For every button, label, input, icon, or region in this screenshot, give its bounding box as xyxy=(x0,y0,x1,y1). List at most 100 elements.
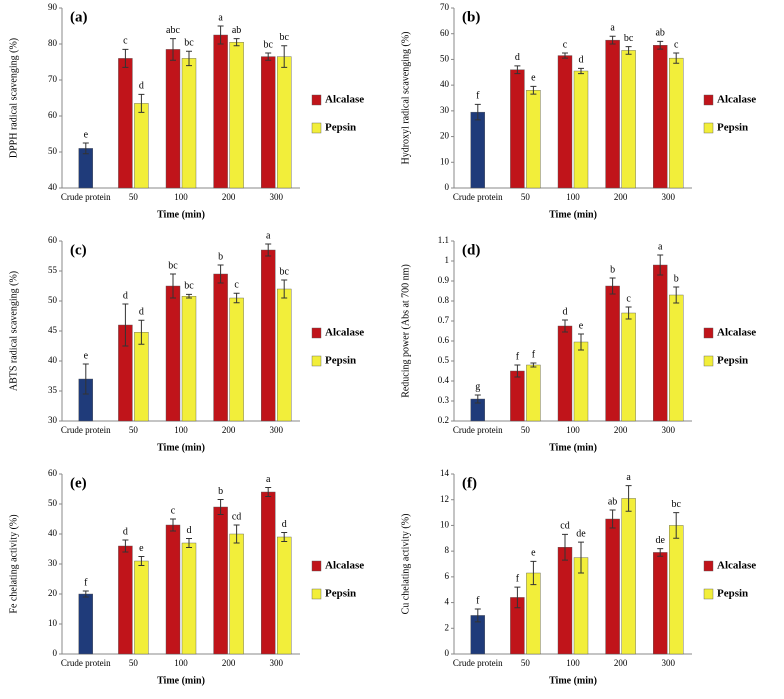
y-tick-label: 0.4 xyxy=(438,375,450,385)
bar xyxy=(213,34,228,189)
x-tick-label: 50 xyxy=(521,192,531,202)
error-bar xyxy=(170,38,176,61)
bar xyxy=(165,49,181,189)
significance-letter: c xyxy=(563,39,568,50)
panel-title: (b) xyxy=(462,9,480,25)
significance-letter: bc xyxy=(624,33,634,44)
bar xyxy=(510,69,525,189)
significance-letter: b xyxy=(674,273,679,284)
legend-label: Pepsin xyxy=(325,355,356,367)
x-tick-label: 100 xyxy=(174,658,188,668)
error-bar xyxy=(578,67,584,75)
error-bar xyxy=(562,52,568,59)
x-tick-label: 100 xyxy=(566,425,580,435)
y-tick-label: 45 xyxy=(48,325,58,335)
legend-swatch xyxy=(311,355,322,367)
error-bar xyxy=(562,319,568,333)
significance-letter: c xyxy=(123,36,128,47)
significance-letter: d xyxy=(515,52,520,63)
bar xyxy=(510,370,525,422)
x-tick-label: 200 xyxy=(222,192,236,202)
bar xyxy=(118,58,133,189)
error-bar xyxy=(578,541,584,574)
error-bar xyxy=(281,45,288,68)
significance-letter: a xyxy=(218,12,223,23)
error-bar xyxy=(474,103,481,121)
bar xyxy=(261,249,276,422)
legend-swatch xyxy=(311,327,322,339)
error-bar xyxy=(217,264,224,284)
y-tick-label: 80 xyxy=(48,38,58,48)
bar xyxy=(605,285,620,422)
y-tick-label: 12 xyxy=(440,494,449,504)
panel-title: (c) xyxy=(70,242,87,258)
significance-letter: d xyxy=(187,525,192,536)
x-tick-label: Crude protein xyxy=(61,658,111,668)
significance-letter: c xyxy=(674,39,679,50)
significance-letter: f xyxy=(516,573,520,584)
error-bar xyxy=(281,532,288,542)
bar xyxy=(557,547,573,655)
y-tick-label: 0.5 xyxy=(438,355,450,365)
x-tick-label: 300 xyxy=(661,192,675,202)
significance-letter: bc xyxy=(671,499,681,510)
x-tick-label: 50 xyxy=(129,425,139,435)
error-bar xyxy=(186,538,192,548)
y-tick-label: 0.6 xyxy=(438,335,450,345)
significance-letter: d xyxy=(579,55,584,66)
error-bar xyxy=(122,539,129,553)
error-bar xyxy=(186,293,192,299)
bar xyxy=(213,273,228,422)
significance-letter: bc xyxy=(168,260,178,271)
significance-letter: d xyxy=(123,290,128,301)
x-tick-label: Crude protein xyxy=(61,425,111,435)
y-tick-label: 0 xyxy=(445,648,450,658)
significance-letter: e xyxy=(579,320,584,331)
significance-letter: cd xyxy=(232,511,241,522)
legend-label: Pepsin xyxy=(717,355,748,367)
legend-label: Pepsin xyxy=(717,588,748,600)
error-bar xyxy=(625,306,632,320)
bar xyxy=(118,545,133,655)
panel: 40 50 60 70 80 90 Crude protein 50 100 200 300 Time… xyxy=(8,2,364,220)
bar xyxy=(78,593,94,655)
x-tick-label: 100 xyxy=(566,192,580,202)
y-tick-label: 60 xyxy=(48,235,58,245)
x-tick-label: Crude protein xyxy=(453,658,503,668)
y-tick-label: 90 xyxy=(48,2,58,12)
bar xyxy=(181,296,197,422)
y-tick-label: 20 xyxy=(440,131,450,141)
legend-label: Alcalase xyxy=(717,94,756,106)
bar xyxy=(653,45,668,189)
legend-swatch xyxy=(703,560,714,572)
bar xyxy=(621,498,636,655)
bar xyxy=(165,285,181,422)
significance-letter: de xyxy=(576,528,586,539)
bar xyxy=(526,90,541,189)
y-tick-label: 70 xyxy=(48,74,58,84)
error-bar xyxy=(625,485,632,512)
y-tick-label: 10 xyxy=(440,519,450,529)
y-tick-label: 4 xyxy=(445,597,450,607)
error-bar xyxy=(657,548,664,557)
bar xyxy=(621,312,636,422)
error-bar xyxy=(474,608,481,623)
x-tick-label: 100 xyxy=(174,425,188,435)
significance-letter: cd xyxy=(560,521,569,532)
y-tick-label: 0.8 xyxy=(438,295,450,305)
bar xyxy=(470,111,486,189)
error-bar xyxy=(530,362,537,368)
error-bar xyxy=(281,279,288,299)
error-bar xyxy=(657,254,664,276)
error-bar xyxy=(609,277,616,295)
bar xyxy=(261,56,276,189)
x-axis-title: Time (min) xyxy=(549,675,597,686)
significance-letter: ab xyxy=(655,28,664,39)
legend-label: Alcalase xyxy=(717,560,756,572)
y-tick-label: 60 xyxy=(48,110,58,120)
significance-letter: f xyxy=(516,351,520,362)
y-axis-title: Cu chelating activity (%) xyxy=(400,514,411,615)
bar xyxy=(277,56,292,189)
bar xyxy=(557,55,573,189)
error-bar xyxy=(514,364,521,378)
